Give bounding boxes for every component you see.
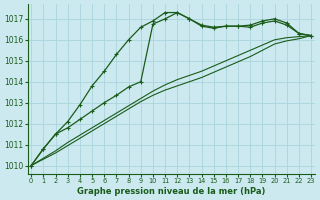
X-axis label: Graphe pression niveau de la mer (hPa): Graphe pression niveau de la mer (hPa) [77, 187, 265, 196]
